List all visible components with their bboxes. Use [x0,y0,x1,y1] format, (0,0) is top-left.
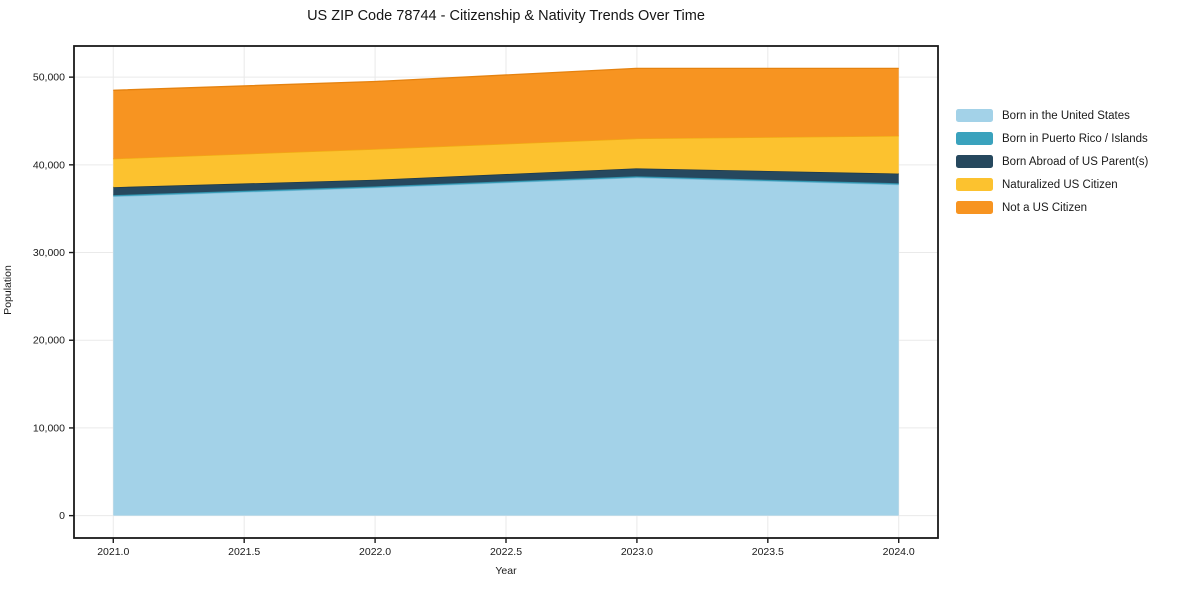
legend-item-label: Born in Puerto Rico / Islands [1002,132,1148,145]
area-band [113,168,899,196]
legend-item-label: Born in the United States [1002,109,1130,122]
y-tick-label: 0 [59,510,65,522]
legend-item: Naturalized US Citizen [956,173,1148,196]
area-band [113,135,899,188]
chart-title: US ZIP Code 78744 - Citizenship & Nativi… [307,8,705,24]
legend-item-label: Not a US Citizen [1002,201,1088,214]
area-band-edge [113,67,899,91]
x-tick-label: 2023.5 [752,546,784,558]
legend-item-label: Born Abroad of US Parent(s) [1002,155,1149,168]
x-tick-label: 2022.0 [359,546,391,558]
y-axis-label: Population [2,265,14,315]
x-tick-label: 2021.5 [228,546,260,558]
y-tick-label: 50,000 [33,72,65,84]
legend-item: Born Abroad of US Parent(s) [956,150,1148,173]
y-tick-label: 40,000 [33,159,65,171]
legend-swatch-icon [956,201,993,214]
area-band [113,68,899,159]
x-tick-label: 2022.5 [490,546,522,558]
legend-item: Born in the United States [956,104,1148,127]
legend-item: Not a US Citizen [956,196,1148,219]
y-tick-label: 30,000 [33,247,65,259]
y-tick-label: 20,000 [33,335,65,347]
legend-swatch-icon [956,109,993,122]
x-axis-label: Year [495,565,517,577]
legend-item-label: Naturalized US Citizen [1002,178,1118,191]
y-tick-label: 10,000 [33,422,65,434]
x-tick-label: 2021.0 [97,546,129,558]
legend-item: Born in Puerto Rico / Islands [956,127,1148,150]
x-tick-label: 2024.0 [883,546,915,558]
legend: Born in the United States Born in Puerto… [956,104,1148,219]
legend-swatch-icon [956,178,993,191]
area-band [113,177,899,516]
x-tick-label: 2023.0 [621,546,653,558]
legend-swatch-icon [956,155,993,168]
legend-swatch-icon [956,132,993,145]
